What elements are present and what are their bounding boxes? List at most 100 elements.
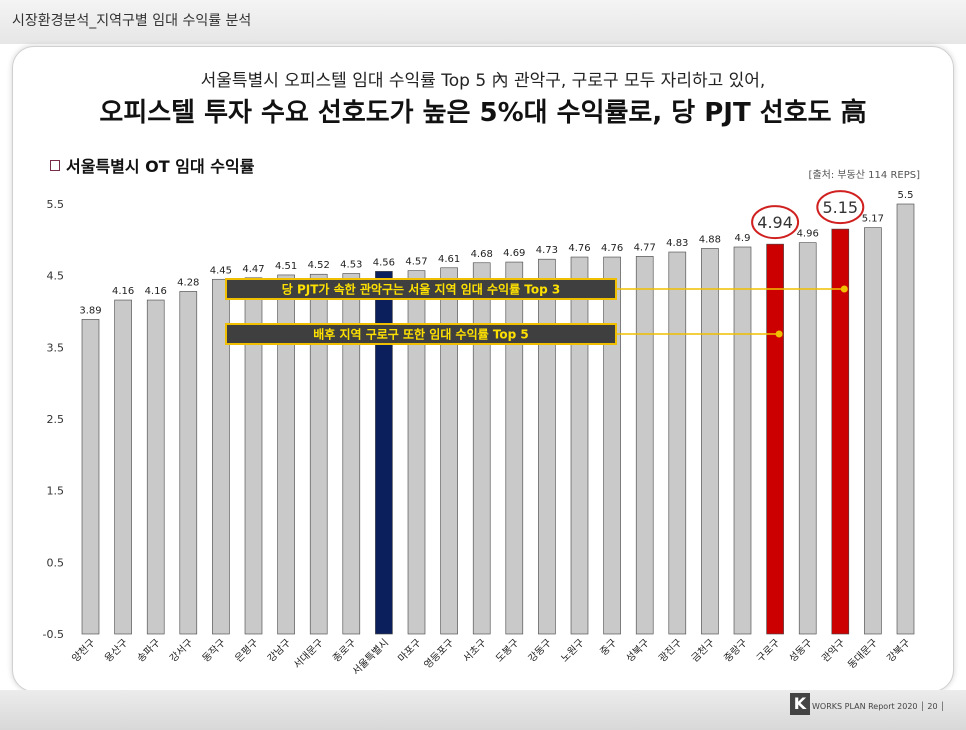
value-label: 4.68 [471, 249, 493, 260]
bar [505, 261, 524, 635]
value-label: 4.16 [112, 286, 134, 297]
headline-line-1: 서울특별시 오피스텔 임대 수익률 Top 5 內 관악구, 구로구 모두 자리… [200, 71, 766, 91]
category-label: 광진구 [656, 637, 684, 665]
category-label: 동대문구 [846, 637, 881, 672]
bar [407, 270, 426, 635]
category-label: 강북구 [885, 637, 913, 665]
bar [81, 319, 100, 635]
bar [635, 256, 654, 635]
category-label: 노원구 [559, 637, 587, 665]
value-label: 4.16 [145, 286, 167, 297]
value-label: 4.56 [373, 257, 395, 268]
value-label: 5.5 [898, 190, 914, 201]
value-label: 5.17 [862, 214, 884, 225]
category-label: 은평구 [233, 637, 261, 665]
value-label: 4.76 [568, 243, 590, 254]
chart-subtitle: 서울특별시 OT 임대 수익률 [50, 153, 254, 177]
category-label: 서대문구 [291, 637, 326, 672]
y-tick-label: 2.5 [47, 413, 65, 426]
source-note: [출처: 부동산 114 REPS] [808, 170, 920, 181]
value-label: 4.61 [438, 254, 460, 265]
value-label: 4.83 [666, 238, 688, 249]
category-label: 중랑구 [722, 637, 750, 665]
highlight-circle [751, 205, 800, 240]
value-label: 4.76 [601, 243, 623, 254]
value-label: 3.89 [79, 305, 101, 316]
category-label: 송파구 [135, 637, 163, 665]
value-label: 4.73 [536, 245, 558, 256]
value-label: 4.69 [503, 248, 525, 259]
bar [733, 246, 752, 635]
bar [472, 262, 491, 635]
bar [342, 273, 361, 635]
category-label: 양천구 [70, 637, 98, 665]
category-label: 중구 [598, 637, 620, 659]
value-label: 4.53 [340, 260, 362, 271]
bar [179, 291, 198, 635]
category-label: 성북구 [624, 637, 652, 665]
category-label: 강동구 [526, 637, 554, 665]
value-label: 4.94 [757, 213, 793, 232]
bar [603, 256, 621, 635]
value-label: 4.28 [177, 277, 199, 288]
y-tick-label: 5.5 [47, 198, 65, 211]
value-label: 4.57 [405, 257, 427, 268]
category-label: 성동구 [787, 637, 815, 665]
bar [114, 299, 132, 635]
y-tick-label: 0.5 [47, 556, 65, 569]
category-label: 종로구 [330, 637, 358, 665]
category-label: 동작구 [200, 637, 228, 665]
bar [309, 273, 328, 635]
headline-line-2: 오피스텔 투자 수요 선호도가 높은 5%대 수익률로, 당 PJT 선호도 高 [99, 98, 867, 128]
category-label: 서울특별시 [350, 637, 391, 678]
callout-dot [840, 285, 848, 293]
bar [146, 299, 165, 635]
category-label: 용산구 [102, 637, 130, 665]
category-label: 도봉구 [493, 637, 521, 665]
value-label: 4.47 [242, 264, 264, 275]
value-label: 4.51 [275, 261, 297, 272]
value-label: 4.88 [699, 234, 721, 245]
value-label: 5.15 [822, 198, 858, 217]
category-label: 금천구 [689, 637, 717, 665]
category-label: 마포구 [396, 637, 424, 665]
footer-text: WORKS PLAN Report 2020 │ 20 │ [812, 702, 945, 711]
bar [212, 278, 230, 635]
value-label: 4.77 [634, 242, 656, 253]
bar [701, 248, 719, 635]
highlight-circle [816, 190, 865, 225]
bar [896, 203, 915, 635]
bar [375, 271, 393, 635]
bar [440, 267, 458, 635]
callout-text: 당 PJT가 속한 관악구는 서울 지역 임대 수익률 Top 3 [282, 282, 561, 297]
callout-dot [775, 330, 783, 338]
bar [570, 256, 589, 635]
category-label: 강남구 [265, 637, 293, 665]
bar [668, 251, 687, 635]
category-label: 구로구 [755, 637, 782, 664]
value-label: 4.52 [308, 260, 330, 271]
callout-box [225, 323, 617, 345]
y-tick-label: 1.5 [47, 485, 65, 498]
bar [831, 228, 850, 635]
bar [244, 277, 263, 635]
bar [538, 258, 556, 635]
category-label: 관악구 [819, 637, 847, 665]
top-bar [0, 0, 966, 44]
category-label: 강서구 [167, 637, 195, 665]
value-label: 4.45 [210, 265, 232, 276]
bar [864, 227, 882, 635]
y-tick-label: 3.5 [47, 341, 65, 354]
bar [277, 274, 295, 635]
chart-subtitle-text: 서울특별시 OT 임대 수익률 [66, 157, 255, 176]
bullet-icon [50, 160, 60, 171]
bar [766, 243, 784, 635]
callout-text: 배후 지역 구로구 또한 임대 수익률 Top 5 [313, 327, 529, 342]
y-tick-label: 4.5 [47, 270, 65, 283]
value-label: 4.9 [735, 233, 751, 244]
callout-box [225, 278, 617, 300]
footer-logo: K [790, 693, 810, 715]
value-label: 4.96 [797, 229, 819, 240]
y-tick-label: -0.5 [43, 628, 64, 641]
